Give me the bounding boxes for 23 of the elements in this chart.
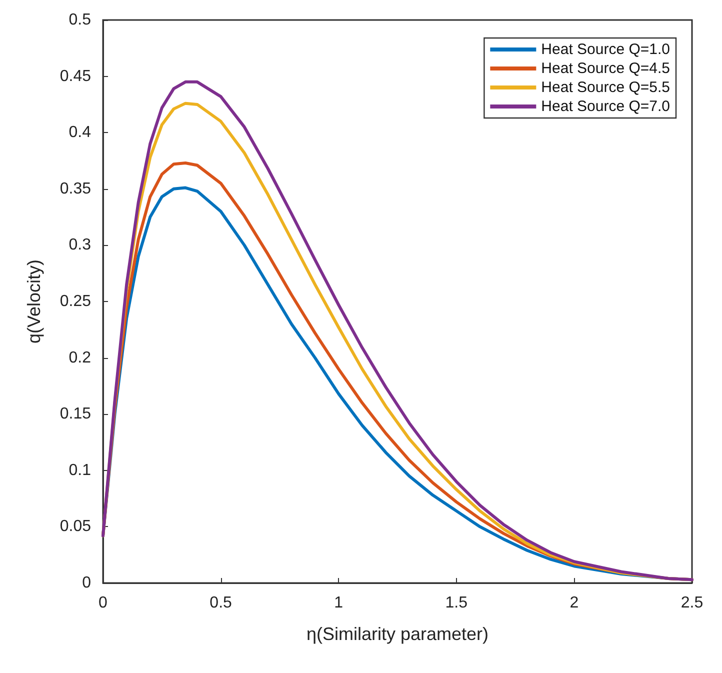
x-tick-label: 1.5 (445, 594, 468, 612)
legend-label: Heat Source Q=5.5 (541, 79, 670, 96)
x-tick-label: 0 (98, 594, 108, 612)
y-tick-label: 0.3 (68, 236, 92, 254)
x-tick-label: 0.5 (210, 594, 232, 612)
y-tick-label: 0.25 (60, 293, 92, 310)
y-tick-label: 0.35 (60, 180, 92, 198)
x-axis-title: η(Similarity parameter) (306, 624, 489, 644)
legend-label: Heat Source Q=7.0 (541, 98, 670, 115)
y-tick-label: 0.45 (60, 68, 92, 85)
x-tick-label: 1 (334, 594, 344, 612)
y-axis-title: q(Velocity) (24, 259, 44, 344)
y-tick-label: 0.05 (60, 518, 92, 536)
y-tick-label: 0.5 (68, 12, 92, 28)
y-tick-label: 0.2 (68, 349, 92, 366)
y-tick-label: 0.1 (68, 462, 92, 479)
y-tick-label: 0 (82, 574, 92, 592)
y-tick-label: 0.4 (68, 124, 92, 142)
x-tick-label: 2.5 (680, 594, 704, 612)
legend-label: Heat Source Q=4.5 (541, 60, 670, 77)
x-tick-label: 2 (570, 594, 579, 612)
y-tick-label: 0.15 (60, 406, 92, 423)
legend-label: Heat Source Q=1.0 (541, 41, 670, 58)
